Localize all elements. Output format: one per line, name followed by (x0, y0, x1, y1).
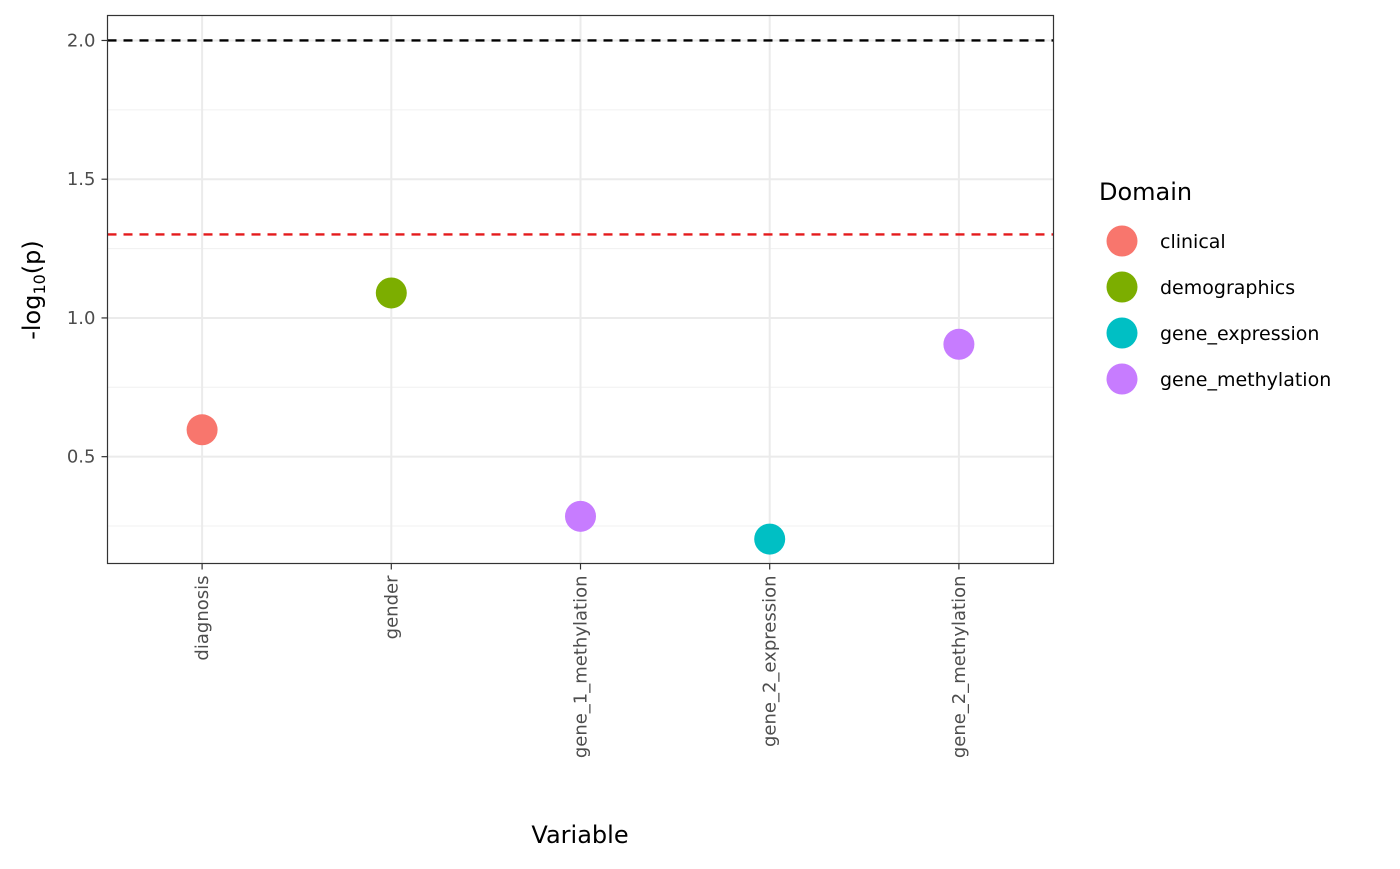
data-point-gene_1_methylation (565, 500, 596, 532)
data-point-gene_2_expression (754, 523, 786, 555)
x-tick-label: gene_2_methylation (949, 576, 970, 759)
data-points (186, 277, 975, 555)
y-tick-label: 2.0 (67, 30, 96, 51)
x-axis-title: Variable (531, 821, 628, 849)
data-point-gene_2_methylation (943, 328, 975, 360)
reference-lines (107, 39, 1054, 236)
legend-key-gene_methylation (1106, 363, 1138, 395)
x-tick-label: diagnosis (192, 576, 213, 661)
legend-label: gene_expression (1160, 323, 1319, 345)
y-tick-label: 0.5 (67, 447, 96, 468)
legend-label: gene_methylation (1160, 369, 1331, 391)
legend-title: Domain (1099, 178, 1192, 206)
legend-label: clinical (1160, 231, 1226, 253)
x-tick-label: gender (381, 575, 402, 639)
y-tick-label: 1.0 (67, 308, 96, 329)
y-axis-title: -log10(p) (18, 240, 49, 340)
legend-key-demographics (1106, 271, 1138, 303)
x-axis: diagnosis gender gene_1_methylation gene_2_… (192, 563, 970, 759)
y-axis: 0.5 1.0 1.5 2.0 (67, 30, 108, 468)
legend-key-gene_expression (1106, 317, 1138, 349)
x-tick-label: gene_1_methylation (571, 576, 592, 759)
data-point-diagnosis (186, 414, 218, 446)
data-point-gender (375, 277, 407, 309)
y-tick-label: 1.5 (67, 169, 96, 190)
x-tick-label: gene_2_expression (760, 576, 781, 748)
legend: Domain clinical demographics gene_expressi… (1099, 178, 1331, 395)
legend-key-clinical (1106, 225, 1138, 257)
legend-label: demographics (1160, 277, 1295, 299)
